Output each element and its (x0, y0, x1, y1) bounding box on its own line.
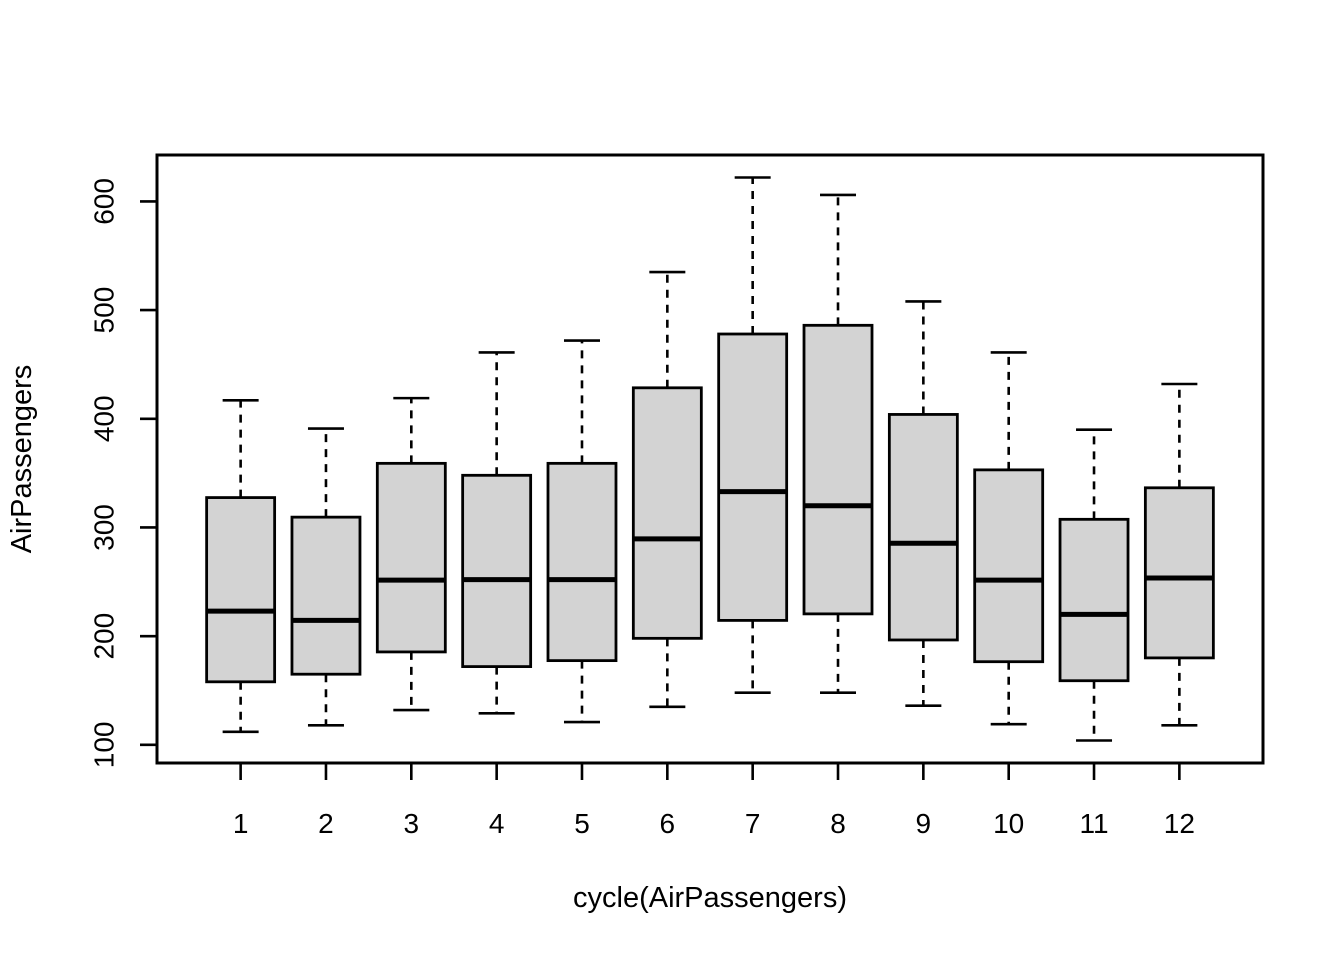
box-rect-5 (546, 461, 618, 663)
plot-border (155, 153, 1265, 765)
box-rect-4 (461, 473, 533, 668)
y-axis-title: AirPassengers (6, 365, 38, 554)
box-rect-12 (1143, 486, 1215, 660)
y-tick-label-600: 600 (89, 178, 120, 225)
x-tick-label-2: 2 (318, 808, 334, 839)
box-rect-1 (205, 496, 277, 684)
y-tick-label-100: 100 (89, 721, 120, 768)
x-tick-label-8: 8 (830, 808, 846, 839)
x-tick-label-10: 10 (993, 808, 1024, 839)
x-tick-label-4: 4 (489, 808, 505, 839)
box-rect-9 (887, 413, 959, 642)
box-rect-10 (973, 468, 1045, 664)
box-rect-11 (1058, 517, 1130, 683)
box-rect-8 (802, 323, 874, 616)
box-rect-6 (631, 386, 703, 640)
x-tick-label-7: 7 (745, 808, 761, 839)
x-tick-label-11: 11 (1079, 808, 1108, 839)
y-tick-label-300: 300 (89, 504, 120, 551)
box-rect-2 (290, 515, 362, 676)
box-rect-3 (375, 461, 447, 654)
box-rect-7 (717, 332, 789, 622)
x-tick-label-12: 12 (1164, 808, 1195, 839)
x-tick-label-6: 6 (660, 808, 676, 839)
x-tick-label-9: 9 (916, 808, 932, 839)
y-tick-label-400: 400 (89, 395, 120, 442)
y-tick-label-500: 500 (89, 287, 120, 334)
x-tick-label-3: 3 (404, 808, 420, 839)
x-tick-label-1: 1 (233, 808, 249, 839)
x-axis-title: cycle(AirPassengers) (573, 882, 847, 914)
x-tick-label-5: 5 (574, 808, 590, 839)
y-tick-label-200: 200 (89, 613, 120, 660)
